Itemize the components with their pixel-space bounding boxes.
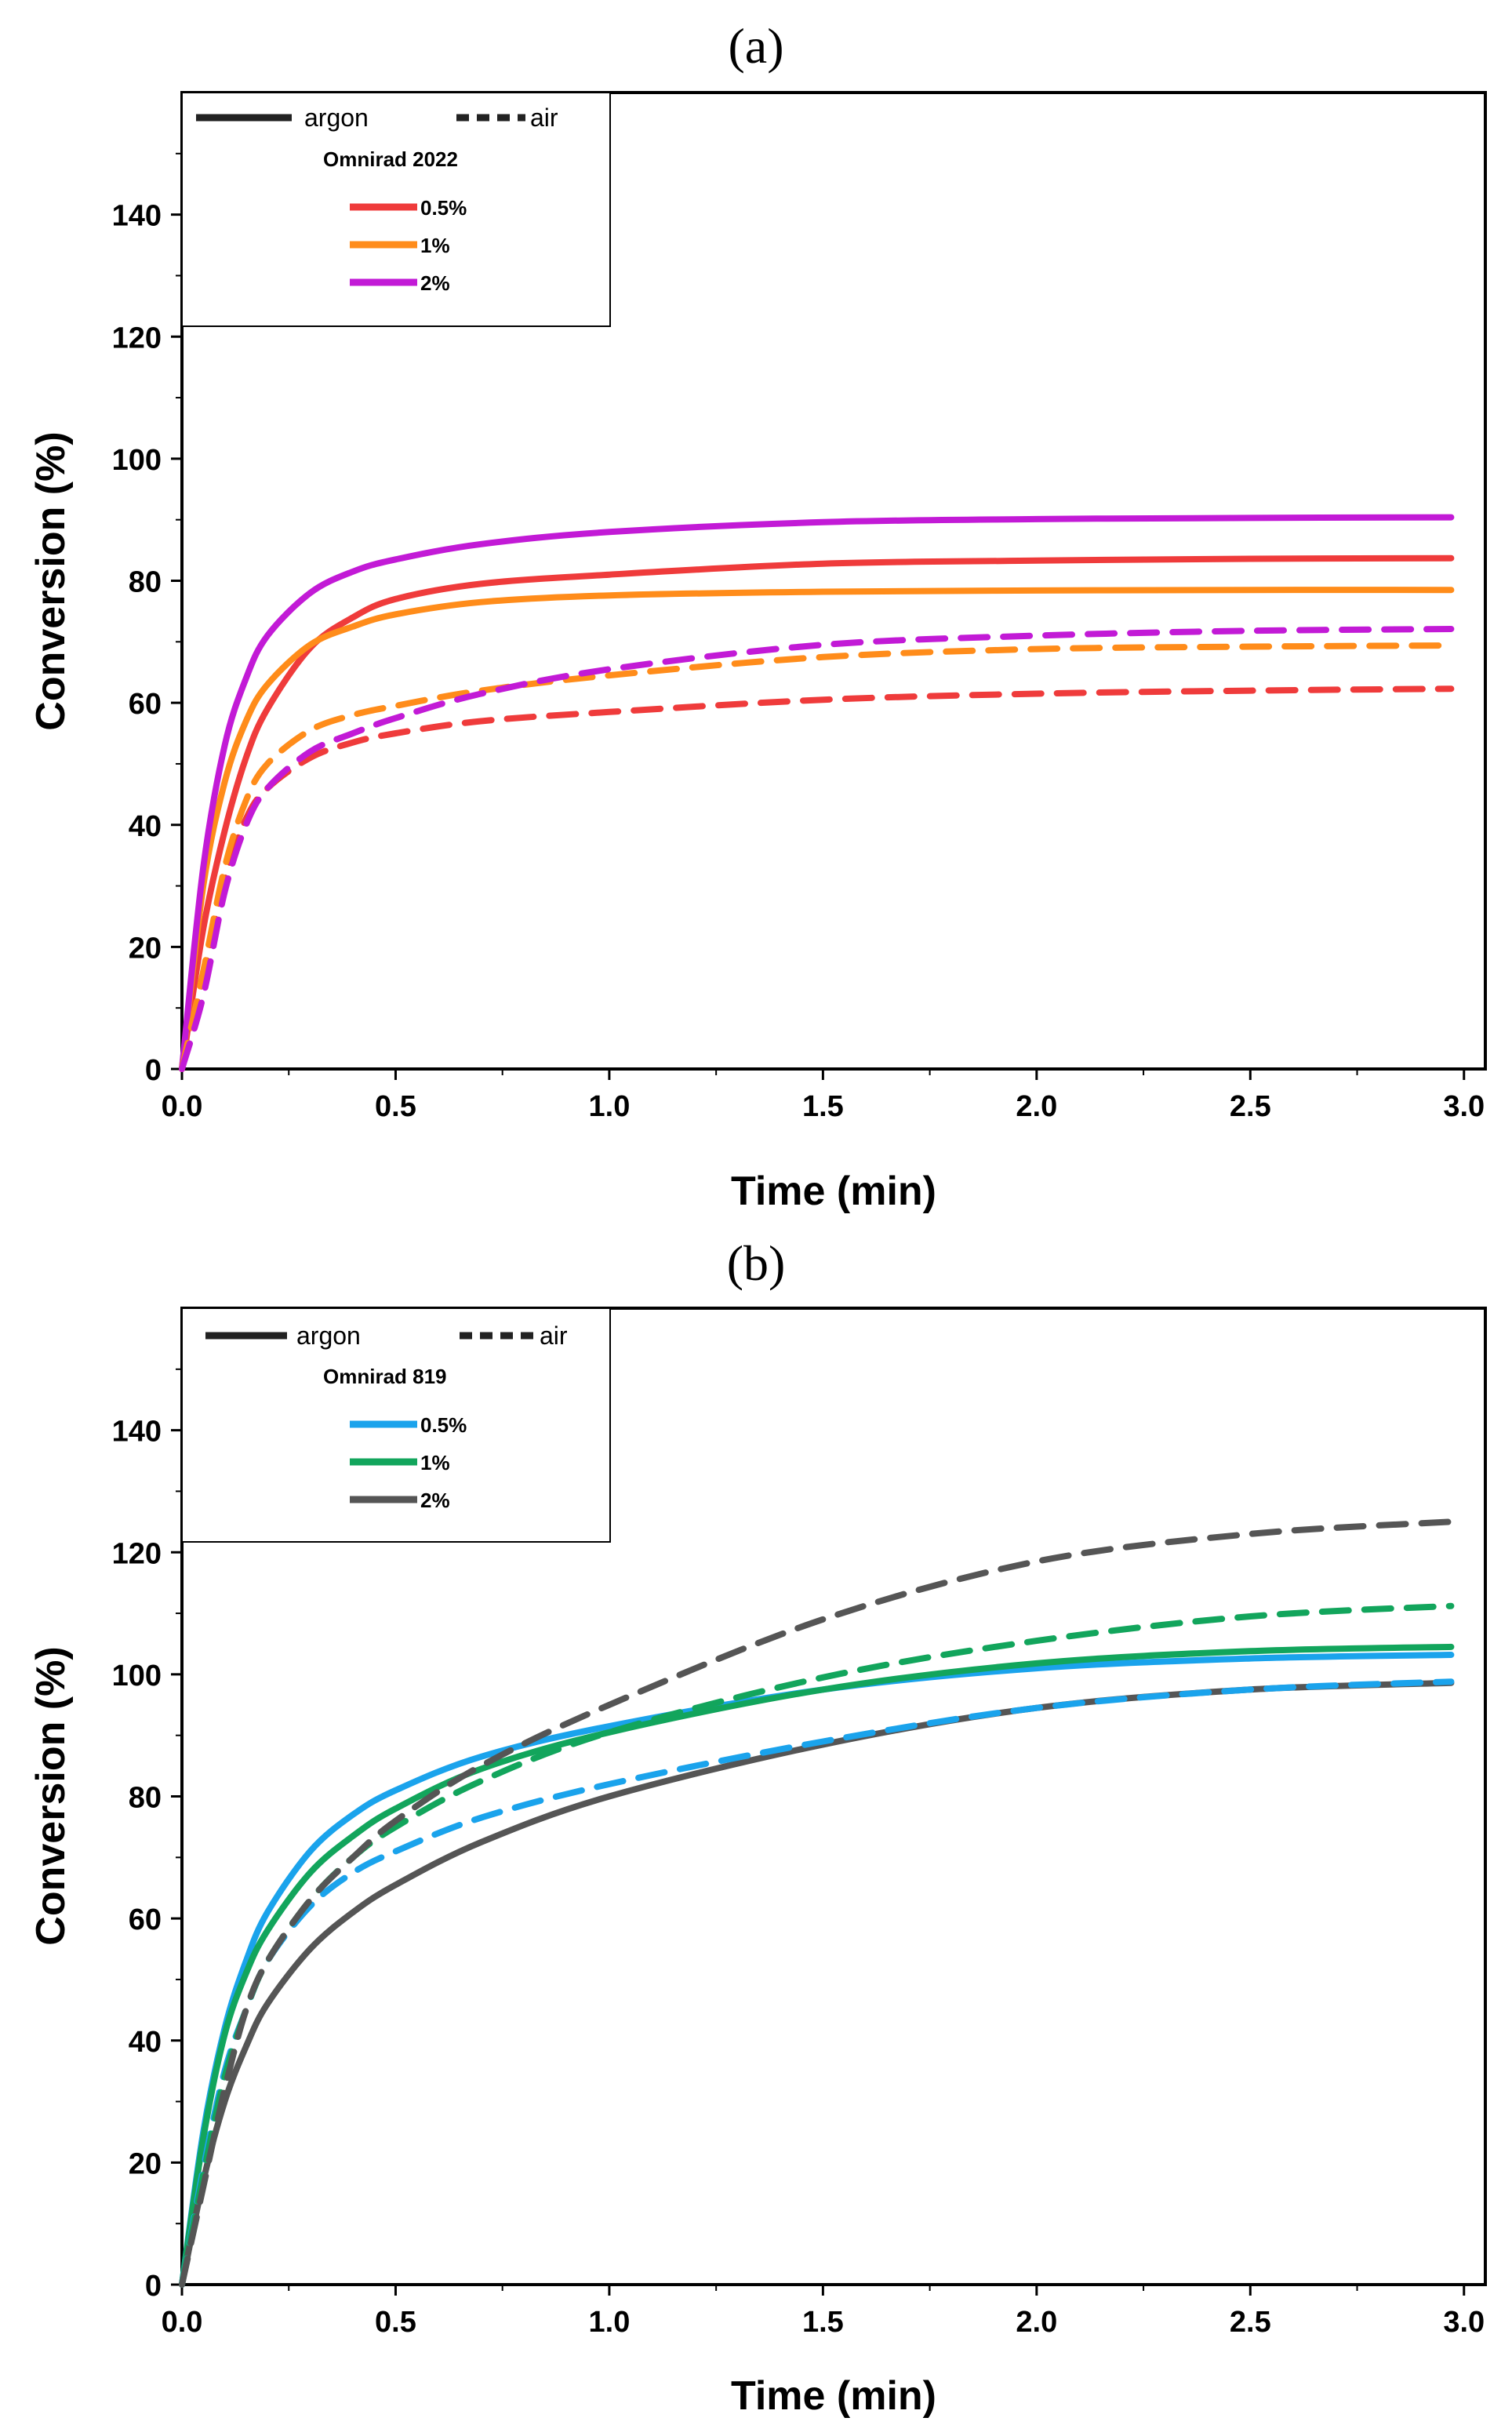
y-tick-label: 120 bbox=[112, 1537, 162, 1570]
chart-panel-a: (a) Conversion (%) Time (min) 0.0 0.5 1.0 1… bbox=[28, 18, 1487, 1214]
y-tick-label: 80 bbox=[129, 566, 162, 599]
y-tick-label: 80 bbox=[129, 1782, 162, 1815]
panel-label-a: (a) bbox=[728, 18, 783, 74]
legend-entry-label-1: 1% bbox=[420, 234, 450, 257]
y-tick-label: 140 bbox=[112, 1416, 162, 1449]
x-tick-label: 3.0 bbox=[1443, 2306, 1485, 2339]
x-tick-label: 2.0 bbox=[1016, 1090, 1057, 1123]
legend-entry-label-0: 0.5% bbox=[420, 196, 467, 220]
y-tick-label: 60 bbox=[129, 688, 162, 721]
x-tick-label: 1.5 bbox=[802, 1090, 844, 1123]
y-tick-label: 20 bbox=[129, 932, 162, 965]
y-tick-label: 20 bbox=[129, 2147, 162, 2180]
legend-air-label: air bbox=[540, 1322, 568, 1350]
legend-title: Omnirad 2022 bbox=[323, 147, 458, 171]
x-tick-label: 1.0 bbox=[589, 2306, 631, 2339]
x-tick-label: 1.0 bbox=[589, 1090, 631, 1123]
series-line-2pct-air bbox=[179, 1518, 1455, 2288]
x-tick-label: 2.5 bbox=[1230, 2306, 1271, 2339]
legend-entry-label-1: 1% bbox=[420, 1451, 450, 1474]
y-axis-title: Conversion (%) bbox=[28, 431, 74, 730]
legend-title: Omnirad 819 bbox=[323, 1365, 447, 1388]
series-line-2pct-argon bbox=[179, 514, 1455, 1072]
y-tick-label: 120 bbox=[112, 322, 162, 354]
y-tick-label: 100 bbox=[112, 1660, 162, 1692]
x-axis-title: Time (min) bbox=[731, 2373, 936, 2419]
x-tick-label: 0.5 bbox=[375, 1090, 416, 1123]
chart-panel-b: (b) Conversion (%) Time (min) 0.0 0.5 1.0 1… bbox=[28, 1235, 1487, 2419]
series-line-0-5pct-argon bbox=[179, 1652, 1455, 2288]
x-tick-label: 2.5 bbox=[1230, 1090, 1271, 1123]
series-line-1pct-argon bbox=[179, 587, 1455, 1072]
y-tick-label: 40 bbox=[129, 810, 162, 843]
y-tick-label: 0 bbox=[145, 2270, 162, 2303]
series-line-2pct-argon bbox=[179, 1679, 1455, 2288]
panel-label-b: (b) bbox=[727, 1235, 786, 1291]
series-line-2pct-air bbox=[179, 626, 1455, 1072]
legend-argon-label: argon bbox=[304, 104, 369, 132]
y-tick-label: 40 bbox=[129, 2026, 162, 2059]
legend-air-label: air bbox=[530, 104, 558, 132]
legend-entry-label-2: 2% bbox=[420, 271, 450, 295]
x-tick-label: 2.0 bbox=[1016, 2306, 1057, 2339]
y-tick-label: 100 bbox=[112, 444, 162, 477]
series-line-1pct-air bbox=[179, 1602, 1455, 2288]
x-tick-label: 0.0 bbox=[162, 1090, 203, 1123]
x-tick-label: 3.0 bbox=[1443, 1090, 1485, 1123]
y-tick-label: 140 bbox=[112, 200, 162, 233]
x-tick-label: 0.5 bbox=[375, 2306, 416, 2339]
x-tick-label: 1.5 bbox=[802, 2306, 844, 2339]
legend: argon air Omnirad 819 0.5% 1% 2% bbox=[181, 1307, 611, 1543]
x-tick-label: 0.0 bbox=[162, 2306, 203, 2339]
y-tick-label: 60 bbox=[129, 1903, 162, 1936]
legend-argon-label: argon bbox=[296, 1322, 361, 1350]
series-line-0-5pct-argon bbox=[179, 554, 1455, 1072]
y-tick-label: 0 bbox=[145, 1054, 162, 1087]
legend-entry-label-0: 0.5% bbox=[420, 1413, 467, 1437]
legend-entry-label-2: 2% bbox=[420, 1489, 450, 1512]
x-axis-title: Time (min) bbox=[731, 1169, 936, 1214]
series-line-0-5pct-air bbox=[179, 1678, 1455, 2288]
legend: argon air Omnirad 2022 0.5% 1% 2% bbox=[181, 92, 611, 327]
series-line-0-5pct-air bbox=[179, 685, 1455, 1072]
series-line-1pct-air bbox=[179, 642, 1455, 1072]
y-axis-title: Conversion (%) bbox=[28, 1646, 74, 1945]
